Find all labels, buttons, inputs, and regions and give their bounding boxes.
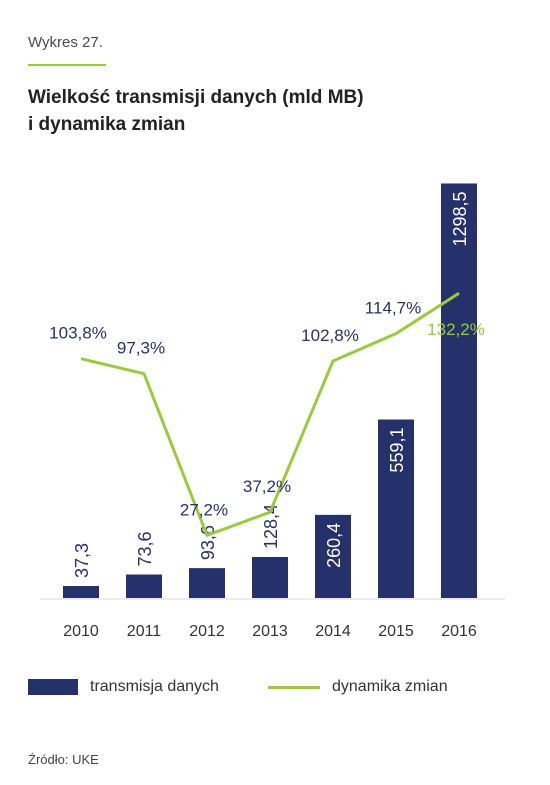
bar-2011 bbox=[126, 574, 162, 598]
bar-2010 bbox=[63, 586, 99, 598]
legend-item-bars: transmisja danych bbox=[28, 678, 219, 696]
bar-label-2016: 1298,5 bbox=[450, 191, 470, 246]
legend-bar-label: transmisja danych bbox=[90, 678, 219, 695]
chart-title: Wielkość transmisji danych (mld MB) i dy… bbox=[28, 84, 508, 138]
bar-label-2015: 559,1 bbox=[387, 428, 407, 473]
kicker-divider bbox=[28, 64, 106, 66]
x-tick-2016: 2016 bbox=[441, 623, 477, 640]
x-tick-2014: 2014 bbox=[315, 623, 351, 640]
chart-title-line-1: Wielkość transmisji danych (mld MB) bbox=[28, 87, 364, 108]
bar-2014 bbox=[315, 514, 351, 598]
line-label-2012: 27,2% bbox=[180, 500, 228, 519]
legend-item-line: dynamika zmian bbox=[268, 678, 448, 696]
line-label-2010: 103,8% bbox=[49, 324, 107, 343]
bar-2016 bbox=[441, 183, 477, 598]
x-tick-2015: 2015 bbox=[378, 623, 414, 640]
legend-bar-swatch bbox=[28, 679, 78, 695]
line-label-2015: 114,7% bbox=[365, 299, 421, 318]
source-note: Źródło: UKE bbox=[28, 752, 99, 767]
legend: transmisja danych dynamika zmian bbox=[0, 678, 550, 708]
bar-label-2012: 93,6 bbox=[198, 525, 218, 560]
chart-title-line-2: i dynamika zmian bbox=[28, 114, 186, 135]
bar-label-2011: 73,6 bbox=[135, 531, 155, 566]
line-label-2013: 37,2% bbox=[243, 477, 291, 496]
line-dynamika bbox=[80, 291, 460, 537]
bar-2015 bbox=[378, 419, 414, 598]
combo-chart: 37,3 73,6 93,6 128,4 260,4559,11298,5103,8%9… bbox=[40, 183, 505, 640]
line-label-2016: 132,2% bbox=[427, 320, 485, 339]
legend-line-swatch bbox=[268, 685, 320, 689]
bar-label-2010: 37,3 bbox=[72, 543, 92, 578]
bar-label-2014: 260,4 bbox=[324, 523, 344, 568]
x-tick-2013: 2013 bbox=[252, 623, 288, 640]
bar-2013 bbox=[252, 557, 288, 598]
x-tick-2010: 2010 bbox=[63, 623, 99, 640]
chart-number: Wykres 27. bbox=[28, 34, 103, 51]
x-tick-2012: 2012 bbox=[189, 623, 225, 640]
bar-2012 bbox=[189, 568, 225, 598]
line-label-2014: 102,8% bbox=[301, 326, 359, 345]
line-label-2011: 97,3% bbox=[117, 339, 165, 358]
x-tick-2011: 2011 bbox=[127, 623, 162, 640]
legend-line-label: dynamika zmian bbox=[332, 678, 448, 695]
